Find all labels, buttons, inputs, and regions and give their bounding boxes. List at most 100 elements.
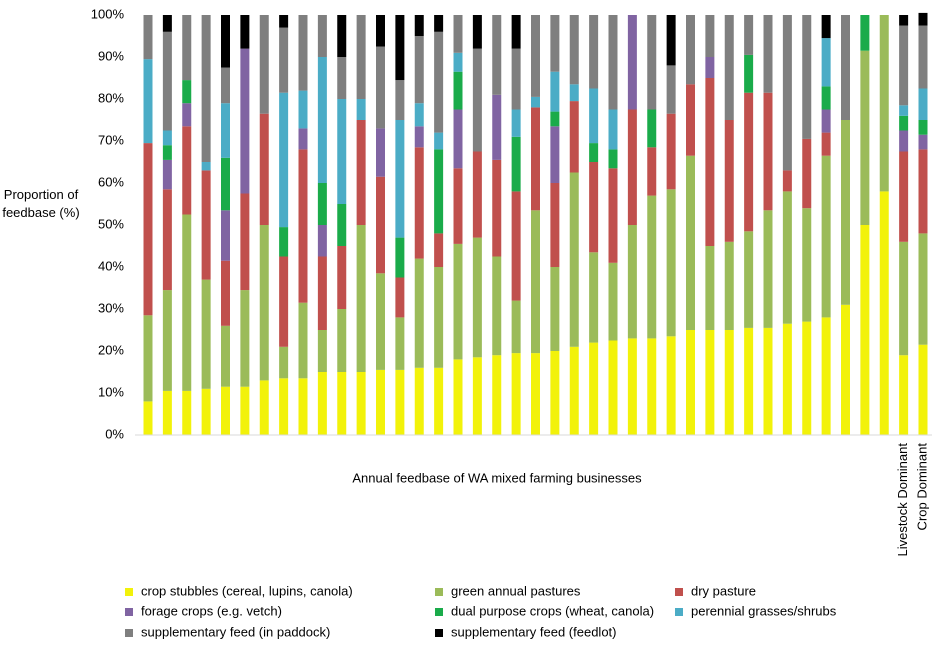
bar-segment [569, 15, 579, 85]
legend-swatch [435, 629, 443, 637]
bar-segment [879, 15, 889, 192]
bar-segment [647, 195, 657, 339]
bar-segment [744, 54, 754, 93]
bar-segment [356, 225, 366, 372]
bar-segment [317, 256, 327, 330]
bar-segment [162, 189, 172, 291]
bar-segment [724, 15, 734, 120]
legend-swatch [675, 608, 683, 616]
bar-segment [569, 84, 579, 102]
bar-segment [492, 94, 502, 160]
bar-segment [221, 15, 230, 68]
bar-segment [918, 149, 928, 234]
bar-segment [647, 15, 657, 110]
bar-segment [608, 149, 618, 169]
bar-segment [376, 15, 385, 47]
bar-segment [143, 401, 153, 435]
bar-segment [240, 15, 250, 49]
x-tick-label: Crop Dominant [914, 443, 929, 531]
bar-segment [201, 162, 211, 171]
bar-segment [259, 380, 269, 435]
bar-segment [298, 302, 308, 379]
bar-segment [724, 330, 734, 435]
bar-segment [492, 256, 502, 356]
bar-segment [666, 336, 676, 435]
bar-segment [802, 138, 812, 209]
bar-segment [434, 31, 444, 133]
bar-segment [434, 267, 444, 368]
bar-segment [918, 120, 928, 135]
bar-segment [298, 378, 308, 435]
bar-segment [531, 210, 540, 354]
bar-segment [627, 225, 637, 339]
bar-segment [550, 351, 560, 435]
bar-segment [182, 15, 192, 81]
bar-segment [240, 48, 250, 194]
bar-segment [221, 103, 230, 158]
bar-segment [918, 134, 928, 150]
bar-segment [899, 130, 909, 152]
bar-segment [472, 357, 482, 435]
y-axis-title: Proportion of feedbase (%) [2, 187, 80, 220]
bar-segment [317, 57, 327, 183]
y-tick-label: 80% [98, 90, 124, 105]
bar-segment [705, 330, 715, 435]
bar-segment [317, 183, 327, 225]
bar-segment [763, 210, 773, 328]
legend-swatch [125, 588, 133, 596]
bar-segment [821, 155, 831, 318]
bar-segment [686, 155, 695, 330]
bar-segment [414, 258, 424, 368]
bar-segment [666, 189, 676, 337]
bar-segment [395, 277, 405, 318]
bar-segment [298, 90, 308, 129]
bar-segment [589, 143, 599, 162]
bar-segment [279, 15, 289, 28]
bar-segment [453, 52, 463, 72]
bar-segment [744, 231, 754, 328]
bar-segment [143, 59, 153, 144]
bar-segment [356, 120, 366, 225]
bar-segment [201, 388, 211, 435]
bar-segment [376, 46, 385, 129]
bar-segment [821, 15, 831, 39]
bar-segment [337, 15, 347, 57]
bar-segment [337, 372, 347, 435]
bar-segment [899, 355, 909, 435]
bar-segment [434, 132, 444, 150]
bar-segment [298, 149, 308, 303]
bar-segment [492, 159, 502, 257]
bar-segment [918, 344, 928, 435]
legend-swatch [675, 588, 683, 596]
bar-segment [899, 25, 909, 106]
bar-segment [395, 120, 405, 238]
legend-label: supplementary feed (feedlot) [451, 624, 616, 639]
bar-segment [899, 151, 909, 242]
bar-segment [414, 147, 424, 259]
bar-segment [686, 15, 695, 85]
bar-segment [453, 109, 463, 169]
bar-segment [589, 88, 599, 144]
bar-segment [589, 162, 599, 253]
y-tick-label: 30% [98, 300, 124, 315]
bar-segment [182, 103, 192, 127]
bar-segment [376, 128, 385, 177]
bar-segment [511, 300, 521, 354]
bar-segment [201, 279, 211, 389]
bar-segment [317, 372, 327, 435]
bar-segment [550, 71, 560, 112]
bar-segment [511, 191, 521, 301]
bar-segment [221, 325, 230, 387]
bar-segment [376, 273, 385, 370]
bar-segment [899, 115, 909, 131]
bar-segment [414, 103, 424, 127]
bar-segment [744, 327, 754, 435]
bar-segment [802, 208, 812, 322]
bar-segment [182, 214, 192, 391]
bar-segment [221, 67, 230, 104]
bar-segment [511, 15, 521, 49]
bar-segment [511, 48, 521, 110]
bar-segment [182, 80, 192, 104]
bar-segment [337, 57, 347, 99]
